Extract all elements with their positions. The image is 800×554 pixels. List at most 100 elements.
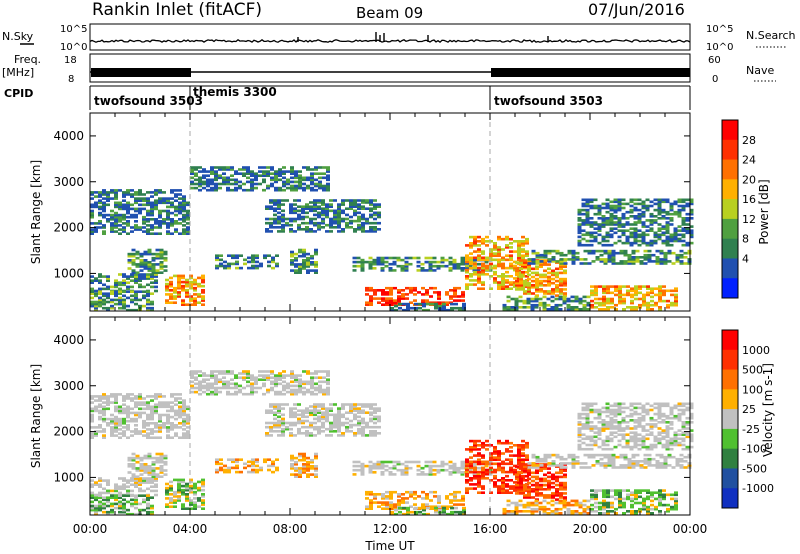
cbar-tick-0-1: 24 xyxy=(742,154,756,167)
power-cell-591 xyxy=(177,278,181,282)
velocity-cell-1881 xyxy=(539,488,543,491)
velocity-cell-653 xyxy=(190,376,194,379)
velocity-cell-1894 xyxy=(543,479,547,483)
velocity-cell-465 xyxy=(134,494,138,497)
velocity-cell-1936 xyxy=(559,483,563,487)
velocity-cell-43 xyxy=(102,407,106,411)
power-cell-1597 xyxy=(465,254,469,257)
power-cell-1975 xyxy=(547,260,552,263)
velocity-cell-2061 xyxy=(631,462,636,465)
velocity-cell-687 xyxy=(210,390,214,394)
power-cell-99 xyxy=(122,230,126,233)
velocity-cell-917 xyxy=(231,460,235,464)
power-cell-1639 xyxy=(477,248,481,251)
velocity-cell-2057 xyxy=(627,460,632,463)
velocity-cell-2086 xyxy=(655,462,660,465)
power-cell-24 xyxy=(98,220,102,223)
power-cell-1088 xyxy=(301,221,305,225)
velocity-cell-770 xyxy=(254,378,258,381)
velocity-cell-104 xyxy=(122,419,126,423)
power-cell-2139 xyxy=(581,229,586,232)
power-cell-886 xyxy=(322,184,326,188)
power-cell-2329 xyxy=(637,208,642,212)
velocity-cell-656 xyxy=(190,370,194,373)
power-cell-1891 xyxy=(543,290,547,293)
power-cell-563 xyxy=(165,289,169,292)
velocity-cell-900 xyxy=(215,470,219,474)
velocity-cell-1740 xyxy=(509,470,513,474)
velocity-cell-116 xyxy=(126,424,130,427)
velocity-cell-1238 xyxy=(361,421,365,425)
power-cell-1805 xyxy=(525,270,529,274)
power-cell-1403 xyxy=(476,269,481,272)
velocity-cell-2049 xyxy=(623,466,628,469)
power-cell-2046 xyxy=(619,260,624,263)
power-cell-1195 xyxy=(341,199,345,202)
power-cell-145 xyxy=(134,199,138,202)
velocity-cell-1219 xyxy=(353,407,357,410)
power-cell-2682 xyxy=(534,303,539,307)
power-cell-1966 xyxy=(535,253,540,257)
velocity-cell-1523 xyxy=(449,505,453,508)
power-cell-257 xyxy=(170,197,174,200)
power-cell-2592 xyxy=(638,285,642,288)
power-cell-1460 xyxy=(389,289,393,292)
velocity-cell-1401 xyxy=(472,464,477,468)
velocity-cell-571 xyxy=(169,497,173,500)
power-cell-540 xyxy=(155,256,160,260)
power-cell-2238 xyxy=(609,206,614,210)
power-cell-675 xyxy=(202,176,206,180)
power-cell-1496 xyxy=(421,293,425,296)
velocity-cell-693 xyxy=(210,372,214,375)
velocity-cell-1883 xyxy=(539,483,543,487)
power-cell-369 xyxy=(138,279,142,282)
velocity-cell-1642 xyxy=(477,439,481,443)
power-cell-983 xyxy=(302,254,306,258)
power-cell-184 xyxy=(146,191,150,194)
power-cell-2690 xyxy=(542,306,547,309)
power-cell-976 xyxy=(298,250,302,254)
power-cell-584 xyxy=(177,295,181,298)
power-cell-2457 xyxy=(677,204,682,208)
velocity-cell-695 xyxy=(214,392,218,396)
power-cell-465 xyxy=(134,290,138,293)
power-cell-45 xyxy=(102,197,106,200)
velocity-cell-635 xyxy=(197,488,201,492)
power-cell-719 xyxy=(226,186,230,190)
power-cell-982 xyxy=(302,259,306,262)
power-cell-2096 xyxy=(663,258,668,261)
velocity-cell-1613 xyxy=(473,487,477,490)
power-cell-2286 xyxy=(625,221,630,224)
power-cell-799 xyxy=(274,178,278,182)
power-cell-642 xyxy=(201,291,205,294)
power-cell-105 xyxy=(122,213,126,217)
velocity-cell-330 xyxy=(106,489,110,493)
power-cell-823 xyxy=(286,170,290,173)
power-cell-1434 xyxy=(373,297,377,300)
power-cell-875 xyxy=(314,168,318,171)
power-cell-508 xyxy=(139,265,144,268)
power-cell-285 xyxy=(182,230,186,233)
power-cell-1126 xyxy=(317,223,321,227)
power-cell-949 xyxy=(271,266,275,270)
power-cell-1076 xyxy=(293,203,297,206)
power-cell-393 xyxy=(90,304,94,308)
velocity-cell-1058 xyxy=(285,421,289,425)
power-cell-2266 xyxy=(617,200,622,204)
velocity-cell-59 xyxy=(110,432,114,435)
power-cell-1177 xyxy=(337,221,341,225)
power-cell-2427 xyxy=(669,235,674,239)
power-cell-2187 xyxy=(593,198,598,202)
velocity-heatmap-cells xyxy=(90,370,694,516)
power-cell-1028 xyxy=(273,209,277,213)
power-cell-1654 xyxy=(481,252,485,255)
velocity-cell-640 xyxy=(201,501,205,504)
power-cell-1849 xyxy=(527,277,531,281)
power-cell-1262 xyxy=(369,199,373,202)
velocity-cell-2052 xyxy=(623,455,628,459)
power-cell-494 xyxy=(131,269,136,272)
power-cell-1505 xyxy=(429,295,433,298)
velocity-cell-809 xyxy=(278,374,282,377)
power-cell-2688 xyxy=(538,297,543,301)
velocity-cell-269 xyxy=(174,399,178,402)
